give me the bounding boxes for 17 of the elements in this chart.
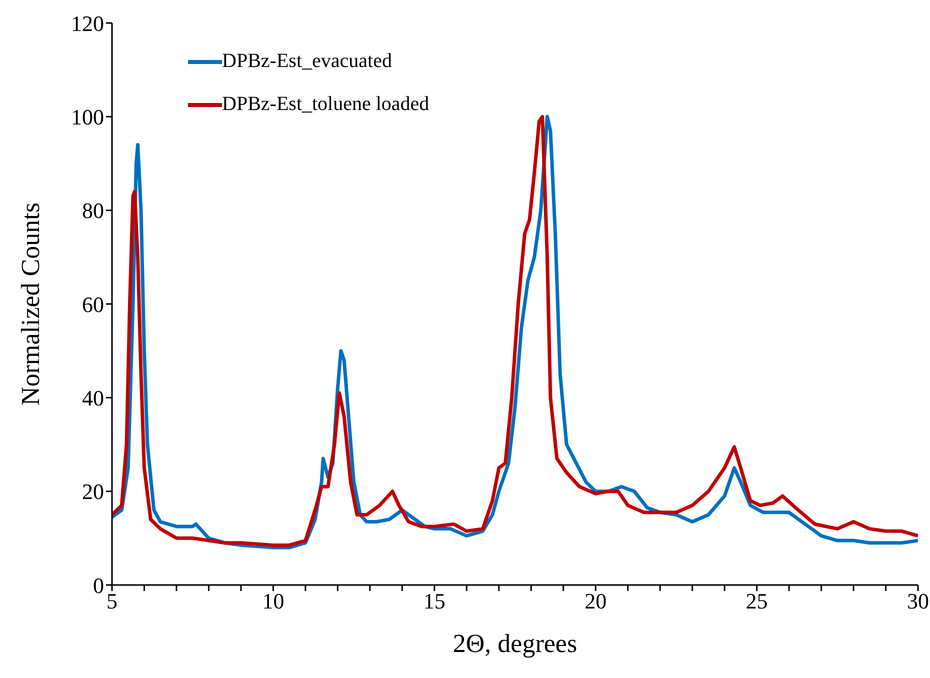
x-tick-label: 20 — [584, 588, 607, 614]
y-tick-label: 100 — [71, 104, 104, 130]
x-tick-label: 5 — [106, 588, 118, 614]
x-axis-title: 2Θ, degrees — [452, 629, 578, 658]
y-tick-label: 0 — [93, 572, 104, 598]
y-tick-label: 60 — [82, 292, 104, 317]
x-tick-label: 25 — [746, 588, 768, 614]
x-tick-label: 10 — [262, 588, 284, 614]
x-tick-label: 15 — [423, 588, 446, 614]
y-tick-label: 80 — [82, 198, 104, 224]
legend-label: DPBz-Est_evacuated — [222, 50, 392, 73]
y-tick-label: 40 — [82, 385, 104, 410]
x-tick-label: 30 — [907, 588, 929, 614]
legend-label: DPBz-Est_toluene loaded — [222, 93, 430, 116]
y-tick-label: 120 — [71, 10, 104, 36]
y-tick-label: 20 — [82, 479, 104, 504]
y-axis-title: Normalized Counts — [16, 202, 46, 406]
